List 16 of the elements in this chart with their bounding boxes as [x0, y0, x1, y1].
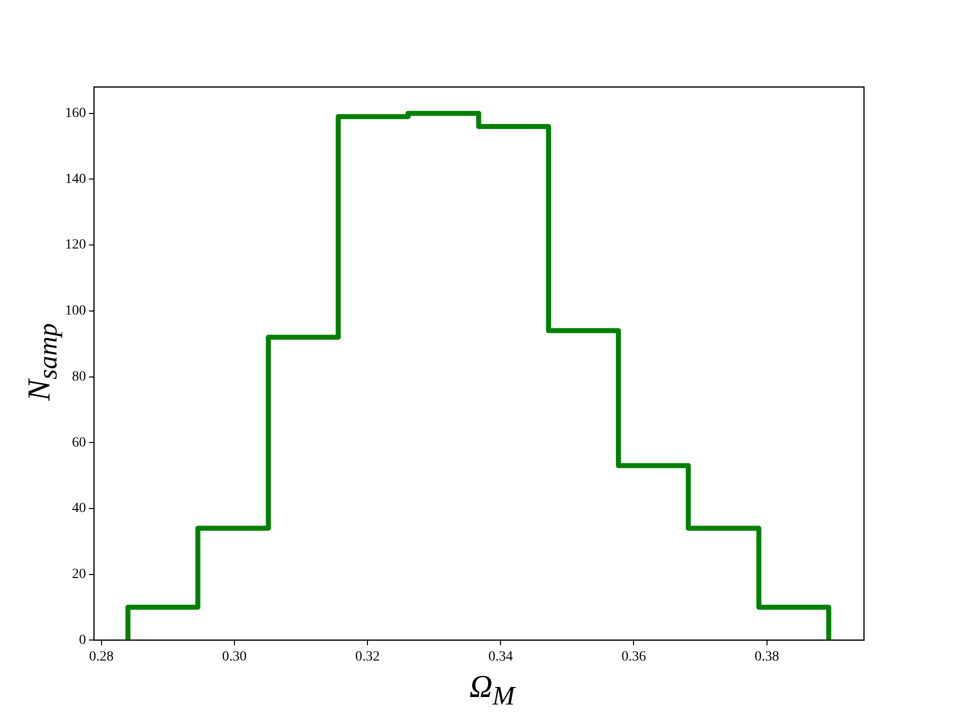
y-tick-label: 100 [65, 304, 86, 319]
y-tick-label: 140 [65, 172, 86, 187]
y-tick-label: 40 [72, 501, 86, 516]
y-tick-label: 120 [65, 238, 86, 253]
x-tick-label: 0.38 [754, 649, 780, 664]
y-tick-label: 60 [72, 435, 86, 450]
x-axis-title: Ω$_{M}$ [469, 668, 515, 712]
y-tick-label: 20 [72, 567, 86, 582]
x-tick-label: 0.30 [222, 649, 247, 664]
y-tick-label: 80 [72, 369, 86, 384]
x-tick-label: 0.28 [89, 649, 114, 664]
y-tick-label: 160 [65, 106, 86, 122]
x-tick-label: 0.34 [488, 649, 513, 664]
x-tick-label: 0.36 [621, 649, 646, 664]
x-tick-label: 0.32 [355, 649, 380, 664]
y-tick-label: 0 [79, 632, 86, 648]
